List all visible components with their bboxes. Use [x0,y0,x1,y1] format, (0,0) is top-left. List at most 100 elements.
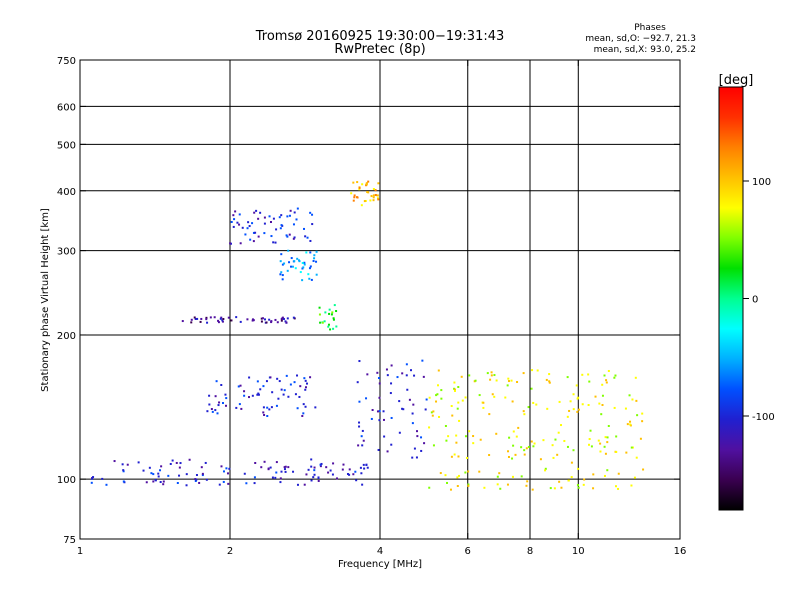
data-point [435,400,438,403]
data-point [361,429,364,432]
data-point [280,271,283,274]
data-point [303,263,306,266]
data-point [396,376,399,379]
data-point [329,469,332,472]
data-point [377,198,380,201]
data-point [291,265,294,268]
data-point [121,463,124,466]
data-point [254,461,257,464]
data-point [236,221,239,224]
data-point [159,469,162,472]
data-point [302,403,305,406]
data-point [257,392,260,395]
data-point [605,379,608,382]
data-point [498,472,501,475]
data-point [630,446,633,449]
data-point [464,471,467,474]
y-tick-label: 200 [57,331,76,342]
data-point [201,472,204,475]
data-point [428,396,431,399]
data-point [301,262,304,265]
data-point [531,369,534,372]
data-point [122,480,125,483]
data-point [508,436,511,439]
data-point [424,408,427,411]
data-point [606,441,609,444]
data-point [274,241,277,244]
data-point [530,387,533,390]
data-point [313,254,316,257]
data-point [363,200,366,203]
data-point [628,394,631,397]
data-point [309,251,312,254]
data-point [299,271,302,274]
data-point [532,445,535,448]
data-point [361,183,364,186]
data-point [284,470,287,473]
data-point [408,398,411,401]
data-point [369,199,372,202]
data-point [599,450,602,453]
y-tick-label: 600 [57,102,76,113]
data-point [605,381,608,384]
data-point [360,472,363,475]
data-point [600,413,603,416]
data-point [581,373,584,376]
data-point [257,235,260,238]
y-axis: 75 100 200 300 400 500 600 750 [57,56,680,546]
data-point [276,321,279,324]
data-point [461,399,464,402]
data-point [308,267,311,270]
data-point [246,318,249,321]
data-point [283,389,286,392]
x-tick-label: 6 [465,546,471,557]
data-point [353,194,356,197]
data-point [101,477,104,480]
data-point [449,488,452,491]
data-point [270,320,273,323]
data-point [268,215,271,218]
data-point [171,459,174,462]
data-point [511,400,514,403]
data-point [275,471,278,474]
data-point [523,413,526,416]
data-point [527,406,530,409]
data-point [413,447,416,450]
data-point [358,360,361,363]
data-point [196,317,199,320]
data-point [641,420,644,423]
data-point [265,380,268,383]
data-point [288,214,291,217]
data-point [150,472,153,475]
data-point [257,217,260,220]
data-point [252,240,255,243]
y-tick-label: 75 [63,535,76,546]
data-point [531,488,534,491]
data-point [268,318,271,321]
data-point [577,396,580,399]
data-point [350,192,353,195]
data-point [215,380,218,383]
data-point [533,442,536,445]
data-point [310,458,313,461]
data-point [281,278,284,281]
data-point [284,465,287,468]
data-point [415,456,418,459]
data-point [262,406,265,409]
data-point [377,197,380,200]
data-point [113,460,116,463]
data-point [360,204,363,207]
data-point [361,483,364,486]
data-point [253,211,256,214]
data-point [353,196,356,199]
data-point [235,316,238,319]
data-point [227,316,230,319]
data-point [563,439,566,442]
data-point [152,480,155,483]
data-point [256,393,259,396]
data-point [425,398,428,401]
data-point [328,308,331,311]
data-point [634,376,637,379]
data-point [315,260,318,263]
data-point [287,395,290,398]
